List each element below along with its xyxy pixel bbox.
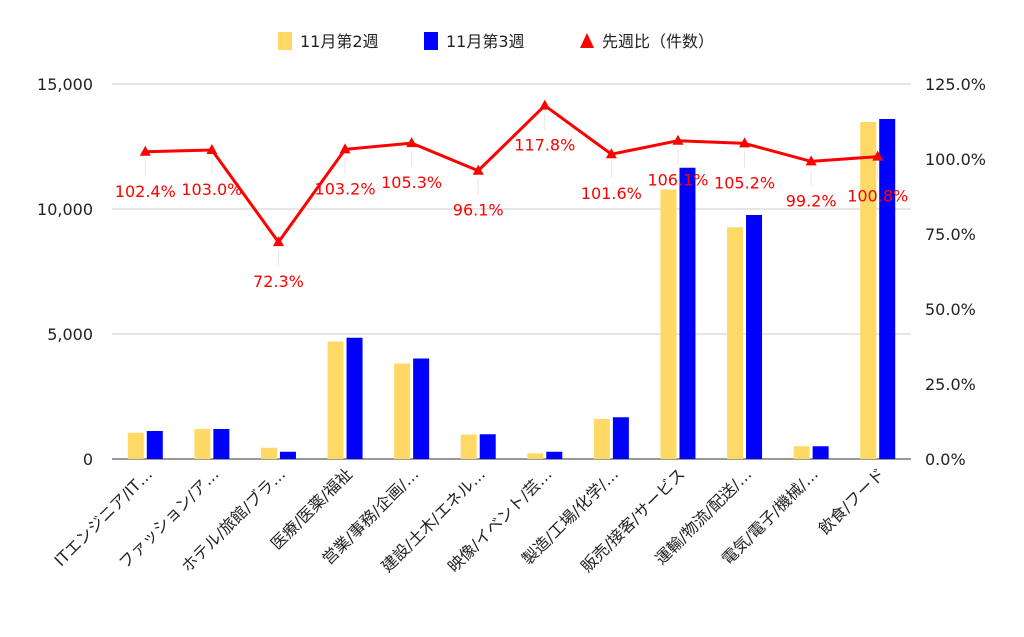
legend: 11月第2週 11月第3週 先週比（件数） [278,32,714,51]
ratio-point [406,137,418,148]
right-tick-label: 75.0% [925,225,976,244]
bar-week2 [727,227,744,459]
ratio-data-label: 99.2% [786,191,837,210]
ratio-data-label: 106.1% [647,171,708,190]
left-tick-label: 5,000 [47,325,93,344]
bar-week3 [346,337,363,459]
ratio-data-label: 117.8% [514,136,575,155]
bar-week3 [812,446,829,459]
legend-label: 先週比（件数） [602,32,714,51]
ratio-data-label: 102.4% [115,182,176,201]
bar-week2 [660,189,677,459]
ratio-data-label: 72.3% [253,272,304,291]
bar-week3 [679,167,696,459]
bar-week2 [593,419,610,459]
left-axis-ticks: 0 5,000 10,000 15,000 [37,75,93,469]
ratio-point [739,137,751,148]
ratio-data-label: 100.8% [847,187,908,206]
bar-week3 [213,429,230,459]
bar-week2 [260,447,277,459]
left-tick-label: 0 [83,450,93,469]
bars [127,119,896,459]
ratio-point [672,134,684,145]
bar-week3 [479,434,496,459]
bar-week3 [413,358,430,459]
ratio-line [139,99,884,267]
ratio-point [272,236,284,247]
ratio-data-label: 101.6% [581,184,642,203]
bar-week2 [127,432,144,459]
left-tick-label: 15,000 [37,75,93,94]
category-labels: ITエンジニア/IT…ファッション/ア…ホテル/旅館/ブラ…医療/医薬/福祉営業… [50,464,888,576]
bar-week2 [793,446,810,459]
legend-label: 11月第2週 [300,32,379,51]
legend-swatch [424,32,438,50]
bar-week2 [527,453,544,459]
bar-week2 [860,122,877,459]
bar-week3 [146,431,163,459]
ratio-data-labels: 102.4% 103.0% 72.3% 103.2% 105.3% 96.1% 117.8%… [115,136,908,292]
bar-week3 [612,417,629,459]
bar-week3 [746,215,763,459]
bar-week2 [194,429,211,459]
ratio-point [339,143,351,154]
bar-week3 [279,451,296,459]
category-label: 飲食/フード [815,464,889,538]
ratio-point [805,155,817,166]
right-tick-label: 100.0% [925,150,986,169]
ratio-data-label: 96.1% [453,201,504,220]
bar-week3 [879,119,896,459]
ratio-point [605,148,617,159]
right-axis-ticks: 0.0% 25.0% 50.0% 75.0% 100.0% 125.0% [925,75,986,469]
ratio-data-label: 103.0% [181,180,242,199]
bar-week3 [546,451,563,459]
gridlines [112,83,911,460]
legend-swatch [278,32,292,50]
bar-week2 [460,434,477,459]
legend-label: 11月第3週 [446,32,525,51]
right-tick-label: 50.0% [925,300,976,319]
bar-week2 [327,341,344,459]
ratio-point [472,164,484,175]
right-tick-label: 125.0% [925,75,986,94]
left-tick-label: 10,000 [37,200,93,219]
ratio-point [139,145,151,156]
ratio-point [206,144,218,154]
bar-week2 [394,363,411,459]
ratio-data-label: 103.2% [315,179,376,198]
ratio-line-path [145,104,878,244]
ratio-data-label: 105.3% [381,173,442,192]
right-tick-label: 0.0% [925,450,966,469]
ratio-point [539,99,551,110]
ratio-data-label: 105.2% [714,173,775,192]
legend-triangle-icon [580,33,594,48]
right-tick-label: 25.0% [925,375,976,394]
ratio-point [872,150,884,161]
